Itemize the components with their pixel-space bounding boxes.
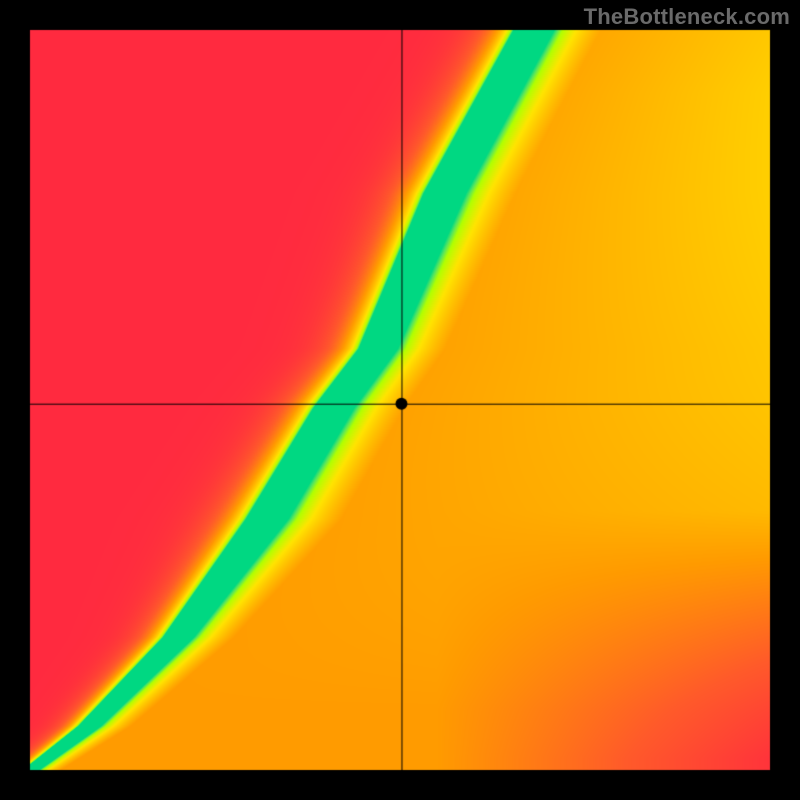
heatmap-canvas: [0, 0, 800, 800]
chart-container: TheBottleneck.com: [0, 0, 800, 800]
watermark-text: TheBottleneck.com: [584, 4, 790, 30]
